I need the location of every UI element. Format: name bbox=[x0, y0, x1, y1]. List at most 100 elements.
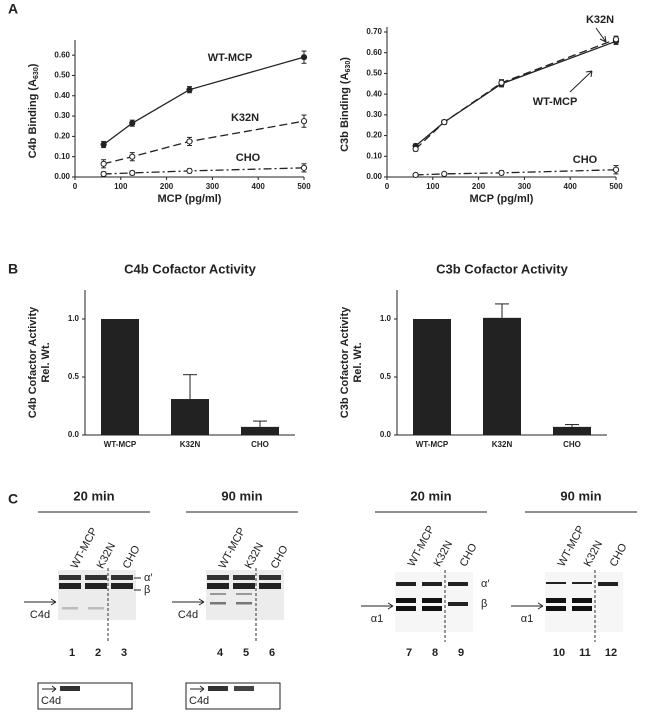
lane-label: CHO bbox=[458, 541, 480, 569]
band bbox=[422, 582, 442, 586]
y-tick-label: 0.10 bbox=[54, 152, 70, 161]
band bbox=[422, 598, 442, 603]
bar bbox=[483, 317, 521, 435]
lane-label: K32N bbox=[243, 541, 267, 571]
lane-number: 6 bbox=[269, 647, 275, 659]
arrow-label: α1 bbox=[371, 613, 383, 625]
series-line bbox=[103, 56, 305, 146]
bar bbox=[101, 319, 139, 435]
marker bbox=[129, 169, 136, 177]
arrow bbox=[595, 27, 607, 43]
y-tick-label: 0.10 bbox=[366, 151, 382, 160]
marker bbox=[100, 170, 107, 178]
band bbox=[111, 575, 133, 580]
band bbox=[259, 575, 281, 580]
y-axis-label-sub: 630 bbox=[345, 61, 352, 73]
band bbox=[259, 583, 281, 589]
band bbox=[546, 582, 566, 584]
y-axis-label: C4b Binding (A630) bbox=[27, 63, 40, 158]
band bbox=[422, 606, 442, 611]
band bbox=[396, 598, 416, 603]
gel-time: 20 min bbox=[73, 488, 114, 503]
y-tick-label: 1.0 bbox=[68, 314, 80, 323]
x-tick-label: WT-MCP bbox=[416, 440, 449, 449]
x-tick-label: 400 bbox=[252, 182, 266, 191]
y-tick-label: 0.30 bbox=[54, 111, 70, 120]
panel-label: C bbox=[8, 491, 18, 507]
y-tick-label: 0.0 bbox=[380, 430, 392, 439]
chart-title: C3b Cofactor Activity bbox=[436, 261, 568, 276]
x-tick-label: WT-MCP bbox=[104, 440, 137, 449]
band bbox=[233, 575, 255, 580]
series-line bbox=[415, 38, 617, 150]
band bbox=[546, 606, 566, 611]
marker bbox=[129, 153, 136, 160]
y-tick-label: 0.50 bbox=[54, 71, 70, 80]
lane-number: 5 bbox=[243, 647, 249, 659]
gel-time: 90 min bbox=[221, 488, 262, 503]
x-tick-label: 200 bbox=[160, 182, 174, 191]
lane-label: CHO bbox=[121, 543, 143, 571]
x-axis-label: MCP (pg/ml) bbox=[470, 193, 534, 205]
arrow bbox=[569, 70, 593, 93]
band bbox=[210, 593, 226, 595]
band bbox=[572, 598, 592, 603]
series-line bbox=[103, 120, 305, 165]
band bbox=[210, 602, 226, 605]
marker bbox=[100, 160, 107, 167]
inset-label: C4d bbox=[41, 695, 61, 707]
marker bbox=[300, 54, 308, 61]
marker bbox=[412, 145, 419, 153]
marker bbox=[612, 166, 620, 173]
arrow bbox=[190, 685, 205, 693]
band bbox=[236, 602, 252, 605]
series-label: CHO bbox=[573, 154, 598, 166]
band bbox=[448, 602, 468, 606]
y-tick-label: 0.5 bbox=[68, 372, 80, 381]
marker bbox=[100, 141, 107, 148]
marker bbox=[498, 169, 505, 176]
marker bbox=[186, 86, 193, 93]
marker bbox=[441, 170, 448, 177]
y-tick-label: 0.0 bbox=[68, 430, 80, 439]
band bbox=[234, 686, 254, 691]
y-tick-label: 0.60 bbox=[366, 48, 382, 57]
y-axis-label: Rel. Wt. bbox=[352, 342, 364, 382]
y-axis-label-end: ) bbox=[27, 63, 39, 67]
arrow bbox=[24, 598, 57, 606]
band bbox=[572, 606, 592, 611]
band bbox=[88, 607, 104, 610]
series-label: WT-MCP bbox=[533, 96, 578, 108]
y-axis-label-text: C3b Binding (A bbox=[339, 72, 351, 151]
lane-number: 12 bbox=[605, 647, 617, 659]
band bbox=[60, 686, 80, 691]
band bbox=[572, 582, 592, 584]
arrow bbox=[172, 598, 205, 606]
band bbox=[85, 575, 107, 580]
y-tick-label: 0.60 bbox=[54, 50, 70, 59]
x-tick-label: CHO bbox=[251, 440, 269, 449]
y-tick-label: 0.40 bbox=[54, 91, 70, 100]
band bbox=[62, 607, 78, 610]
arrow bbox=[42, 685, 57, 693]
x-tick-label: 100 bbox=[426, 182, 440, 191]
band bbox=[448, 582, 468, 586]
chart-title: C4b Cofactor Activity bbox=[124, 261, 256, 276]
x-tick-label: K32N bbox=[492, 440, 513, 449]
arrow-label: C4d bbox=[178, 609, 198, 621]
inset-label: C4d bbox=[189, 695, 209, 707]
marker bbox=[186, 138, 193, 145]
y-tick-label: 0.40 bbox=[366, 89, 382, 98]
y-tick-label: 0.20 bbox=[366, 131, 382, 140]
x-tick-label: CHO bbox=[563, 440, 581, 449]
x-tick-label: 500 bbox=[297, 182, 311, 191]
x-tick-label: 500 bbox=[609, 182, 623, 191]
lane-number: 10 bbox=[553, 647, 565, 659]
y-axis-label: Rel. Wt. bbox=[40, 342, 52, 382]
band bbox=[207, 575, 229, 580]
series-label: CHO bbox=[236, 152, 261, 164]
bar bbox=[553, 426, 591, 435]
lane-label: K32N bbox=[432, 539, 456, 569]
x-tick-label: 0 bbox=[73, 182, 78, 191]
